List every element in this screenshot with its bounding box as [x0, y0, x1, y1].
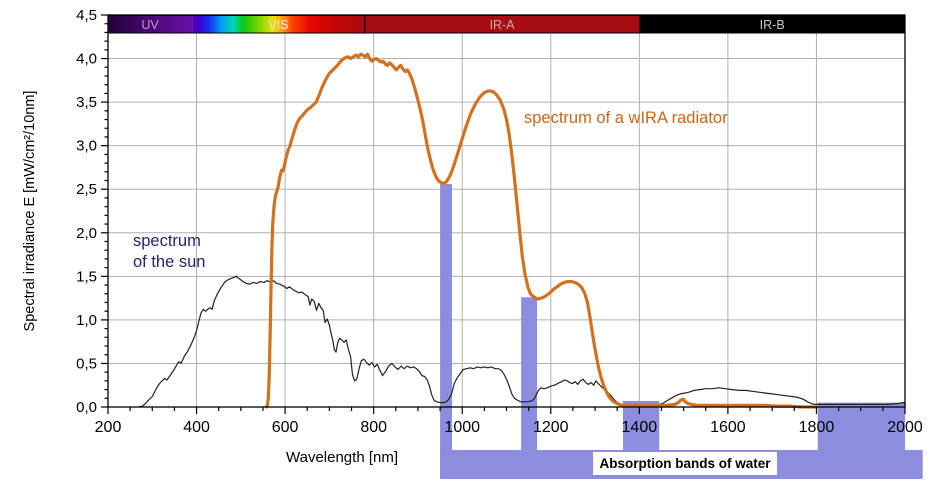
- sun-spectrum-label-line1: spectrum: [133, 232, 201, 250]
- svg-text:1,5: 1,5: [76, 268, 97, 285]
- svg-text:VIS: VIS: [268, 18, 288, 32]
- svg-text:600: 600: [272, 419, 299, 436]
- svg-text:200: 200: [95, 419, 122, 436]
- svg-text:0,5: 0,5: [76, 355, 97, 372]
- svg-text:800: 800: [360, 419, 387, 436]
- wira-spectrum-label: spectrum of a wIRA radiator: [524, 109, 728, 127]
- svg-text:2,5: 2,5: [76, 181, 97, 198]
- svg-text:4,5: 4,5: [76, 7, 97, 24]
- absorption-bands-label-box: Absorption bands of water: [593, 452, 777, 475]
- svg-text:1600: 1600: [710, 419, 746, 436]
- svg-text:IR-B: IR-B: [760, 18, 785, 32]
- svg-text:4,0: 4,0: [76, 51, 97, 68]
- svg-text:400: 400: [183, 419, 210, 436]
- absorption-bands-label: Absorption bands of water: [599, 456, 771, 471]
- svg-text:UV: UV: [141, 18, 159, 32]
- svg-text:0,0: 0,0: [76, 399, 97, 416]
- svg-text:1,0: 1,0: [76, 312, 97, 329]
- sun-spectrum-label: spectrum of the sun: [133, 231, 205, 273]
- svg-text:2000: 2000: [887, 419, 923, 436]
- svg-text:1200: 1200: [533, 419, 569, 436]
- svg-text:3,0: 3,0: [76, 138, 97, 155]
- svg-text:1800: 1800: [799, 419, 835, 436]
- x-axis-title: Wavelength [nm]: [286, 449, 398, 466]
- svg-text:2,0: 2,0: [76, 225, 97, 242]
- y-axis-title: Spectral irradiance E [mW/cm²/10nm]: [22, 90, 38, 332]
- svg-text:IR-A: IR-A: [490, 18, 516, 32]
- svg-text:3,5: 3,5: [76, 94, 97, 111]
- svg-text:1000: 1000: [444, 419, 480, 436]
- svg-text:1400: 1400: [622, 419, 658, 436]
- sun-spectrum-label-line2: of the sun: [133, 253, 206, 271]
